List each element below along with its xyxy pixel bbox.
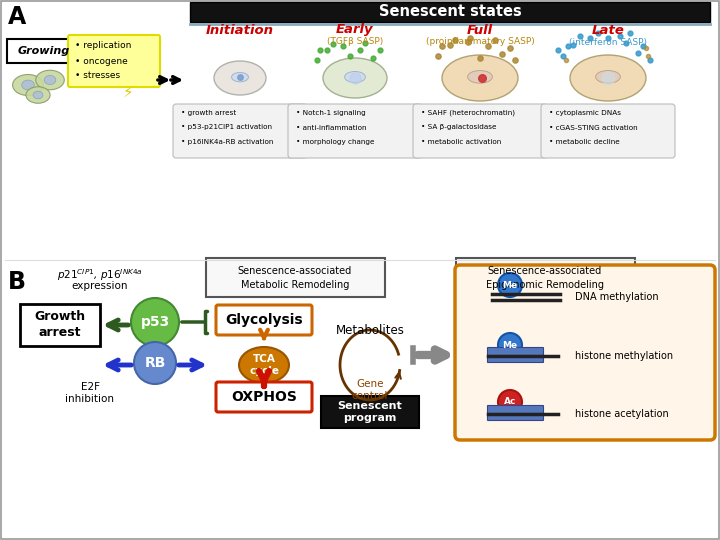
Ellipse shape [33,91,43,99]
FancyBboxPatch shape [288,104,422,158]
Circle shape [498,273,522,297]
Text: • Notch-1 signaling: • Notch-1 signaling [296,110,366,116]
Ellipse shape [36,70,64,90]
Text: Glycolysis: Glycolysis [225,313,303,327]
Ellipse shape [44,76,56,85]
Text: • metabolic activation: • metabolic activation [421,139,501,145]
Text: RB: RB [144,356,166,370]
FancyBboxPatch shape [216,305,312,335]
Text: OXPHOS: OXPHOS [231,390,297,404]
FancyBboxPatch shape [321,396,419,428]
Ellipse shape [595,71,621,83]
Circle shape [134,342,176,384]
Ellipse shape [323,58,387,98]
Text: • stresses: • stresses [75,71,120,80]
Text: • replication: • replication [75,42,131,51]
Text: • p53-p21CIP1 activation: • p53-p21CIP1 activation [181,125,272,131]
FancyBboxPatch shape [173,104,307,158]
Text: Senescent states: Senescent states [379,4,521,19]
Circle shape [131,298,179,346]
Text: • SA β-galactosidase: • SA β-galactosidase [421,125,497,131]
Text: • morphology change: • morphology change [296,139,374,145]
Text: (interferon SASP): (interferon SASP) [569,37,647,46]
Text: Early: Early [336,24,374,37]
FancyBboxPatch shape [456,258,635,297]
FancyBboxPatch shape [487,348,544,355]
Text: • SAHF (heterochromatin): • SAHF (heterochromatin) [421,110,515,116]
Text: • cytoplasmic DNAs: • cytoplasmic DNAs [549,110,621,116]
Ellipse shape [26,87,50,103]
Text: E2F
inhibition: E2F inhibition [66,382,114,404]
Ellipse shape [12,75,43,96]
FancyBboxPatch shape [487,406,544,414]
Ellipse shape [570,55,646,101]
Text: expression: expression [72,281,128,291]
Ellipse shape [214,61,266,95]
Text: • cGAS-STING activation: • cGAS-STING activation [549,125,638,131]
Text: • oncogene: • oncogene [75,57,127,65]
Text: Gene
control: Gene control [352,379,388,401]
Text: Ac: Ac [504,397,516,407]
Text: p53: p53 [140,315,170,329]
Text: Me: Me [503,280,518,289]
Text: (proinflammatory SASP): (proinflammatory SASP) [426,37,534,46]
Text: histone acetylation: histone acetylation [575,409,669,419]
Text: (TGFβ SASP): (TGFβ SASP) [327,37,383,46]
Text: Late: Late [592,24,624,37]
Text: DNA methylation: DNA methylation [575,292,659,302]
FancyBboxPatch shape [487,413,544,421]
FancyBboxPatch shape [487,354,544,362]
Circle shape [498,390,522,414]
Text: • growth arrest: • growth arrest [181,110,236,116]
Text: Senescence-associated
Metabolic Remodeling: Senescence-associated Metabolic Remodeli… [238,266,352,289]
Text: Me: Me [503,341,518,349]
Ellipse shape [442,55,518,101]
Text: TCA
cycle: TCA cycle [249,354,279,376]
Text: $p21^{CIP1}$, $p16^{INK4a}$: $p21^{CIP1}$, $p16^{INK4a}$ [57,267,143,283]
Text: • p16INK4a-RB activation: • p16INK4a-RB activation [181,139,274,145]
Ellipse shape [345,71,365,83]
Text: ⚡: ⚡ [122,84,133,99]
Text: Full: Full [467,24,493,37]
Ellipse shape [232,72,248,82]
Text: histone methylation: histone methylation [575,351,673,361]
FancyBboxPatch shape [216,382,312,412]
FancyBboxPatch shape [7,39,81,63]
Ellipse shape [468,71,492,83]
FancyBboxPatch shape [20,304,100,346]
Text: Growing: Growing [18,46,70,56]
Text: B: B [8,270,26,294]
Text: Senescent
program: Senescent program [338,401,402,423]
FancyBboxPatch shape [68,35,160,87]
Ellipse shape [22,80,35,90]
FancyBboxPatch shape [413,104,547,158]
FancyBboxPatch shape [206,258,385,297]
Text: • anti-inflammation: • anti-inflammation [296,125,366,131]
FancyBboxPatch shape [455,265,715,440]
Circle shape [498,333,522,357]
Text: Growth
arrest: Growth arrest [35,310,86,340]
FancyBboxPatch shape [541,104,675,158]
FancyBboxPatch shape [190,2,710,22]
Text: • metabolic decline: • metabolic decline [549,139,620,145]
Ellipse shape [239,347,289,383]
Text: Senescence-associated
Epigenomic Remodeling: Senescence-associated Epigenomic Remodel… [486,266,604,289]
Text: Metabolites: Metabolites [336,323,405,336]
Text: A: A [8,5,26,29]
Text: Initiation: Initiation [206,24,274,37]
